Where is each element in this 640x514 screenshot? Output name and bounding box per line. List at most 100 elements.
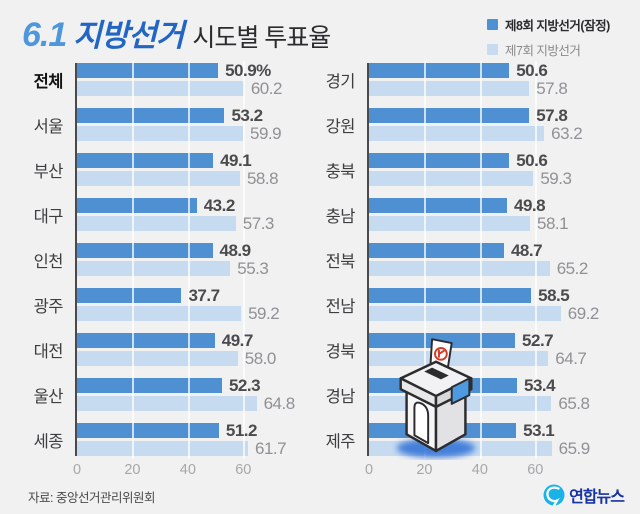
value-label-current: 53.4 <box>523 376 556 395</box>
value-label-previous: 61.7 <box>254 439 287 458</box>
category-label: 경남 <box>325 387 356 406</box>
value-label-current: 49.7 <box>221 331 254 350</box>
value-label-current: 57.8 <box>536 106 568 125</box>
axis-tick-label: 60 <box>527 462 544 478</box>
category-label: 서울 <box>33 117 64 136</box>
value-label-previous: 58.0 <box>244 349 277 368</box>
category-label: 경북 <box>325 342 356 361</box>
bar-previous-election <box>77 441 248 456</box>
category-label: 울산 <box>33 387 64 406</box>
right-chart-panel: 경기 강원 충북 충남 전북 전남 경북 경남 제주 50.6 57.8 57.8 63.2 50.6 5… <box>312 61 599 478</box>
bar-previous-election <box>369 216 531 231</box>
logo-wordmark: 연합뉴스 <box>569 489 625 506</box>
value-label-current: 37.7 <box>188 286 220 305</box>
value-label-current: 51.2 <box>225 421 258 440</box>
axis-tick-label: 20 <box>416 462 433 478</box>
title-subtitle: 시도별 투표율 <box>192 24 331 52</box>
left-chart-panel: 전체 서울 부산 대구 인천 광주 대전 울산 세종 50.9% 60.2 53.2 59.9 49.1… <box>20 61 295 478</box>
x-axis-ticks: 0 20 40 60 <box>73 462 271 480</box>
chart-area: 50.6 57.8 57.8 63.2 50.6 59.3 49.8 58.1 48.7 65.2… <box>365 61 599 478</box>
value-label-current: 49.1 <box>220 151 252 170</box>
bar-current-election <box>77 63 219 78</box>
value-label-previous: 64.7 <box>555 349 587 368</box>
value-label-previous: 64.8 <box>263 394 296 413</box>
bar-previous-election <box>369 351 549 366</box>
yonhap-logo-icon <box>543 484 565 506</box>
chart-row: 48.9 55.3 <box>77 241 271 277</box>
bar-previous-election <box>77 351 238 366</box>
value-label-current: 48.9 <box>219 241 252 260</box>
bar-previous-election <box>77 396 257 411</box>
category-label: 전남 <box>325 297 356 316</box>
legend: 제8회 지방선거(잠정) 제7회 지방선거 <box>487 15 610 59</box>
value-label-previous: 65.8 <box>558 394 590 413</box>
category-label: 전체 <box>33 72 64 91</box>
value-label-previous: 59.3 <box>540 169 572 188</box>
title-election-date: 6.1 <box>22 16 67 54</box>
value-label-current: 43.2 <box>203 196 236 215</box>
value-label-current: 48.7 <box>510 241 543 260</box>
chart-area: 50.9% 60.2 53.2 59.9 49.1 58.8 43.2 57.3 48.9 55.… <box>73 61 295 478</box>
chart-row: 50.9% 60.2 <box>77 61 282 97</box>
value-label-previous: 65.9 <box>558 439 591 458</box>
bar-previous-election <box>77 306 242 321</box>
axis-tick-label: 20 <box>124 462 141 478</box>
bar-current-election <box>369 288 532 303</box>
axis-tick-label: 0 <box>364 462 374 478</box>
value-label-previous: 59.9 <box>250 124 282 143</box>
legend-item: 제8회 지방선거(잠정) <box>487 15 610 34</box>
value-label-previous: 57.3 <box>242 214 275 233</box>
chart-row: 49.7 58.0 <box>77 331 276 367</box>
bar-current-election <box>77 153 214 168</box>
data-source-note: 자료: 중앙선거관리위원회 <box>28 491 155 505</box>
value-label-current: 49.8 <box>514 196 546 215</box>
value-label-previous: 63.2 <box>551 124 583 143</box>
category-label: 세종 <box>33 432 64 451</box>
bar-previous-election <box>369 126 545 141</box>
category-label: 인천 <box>33 252 64 271</box>
value-label-current: 53.1 <box>523 421 555 440</box>
axis-tick-label: 60 <box>235 462 252 478</box>
bar-previous-election <box>369 261 550 276</box>
bar-current-election <box>77 243 213 258</box>
bar-current-election <box>77 333 215 348</box>
chart-row: 43.2 57.3 <box>77 196 275 233</box>
bar-previous-election <box>77 126 243 141</box>
bar-previous-election <box>77 261 231 276</box>
chart-row: 37.7 59.2 <box>77 286 280 322</box>
value-label-current: 52.7 <box>522 331 554 350</box>
bar-current-election <box>77 108 225 123</box>
bar-current-election <box>369 153 510 168</box>
page-title: 6.1 지방선거 시도별 투표율 <box>22 10 331 55</box>
bar-rows: 50.9% 60.2 53.2 59.9 49.1 58.8 43.2 57.3 48.9 55.… <box>77 61 295 457</box>
axis-tick-label: 40 <box>471 462 488 478</box>
category-label-column: 전체 서울 부산 대구 인천 광주 대전 울산 세종 <box>20 63 64 456</box>
bar-current-election <box>369 108 530 123</box>
bar-current-election <box>369 63 510 78</box>
category-label: 광주 <box>33 297 64 316</box>
value-label-current: 50.9% <box>225 61 271 80</box>
value-label-previous: 58.1 <box>537 214 569 233</box>
value-label-current: 58.5 <box>538 286 570 305</box>
legend-item: 제7회 지방선거 <box>487 40 610 59</box>
category-label: 대구 <box>33 207 64 226</box>
bar-previous-election <box>369 81 530 96</box>
ballot-box-illustration <box>396 338 476 458</box>
axis-tick-label: 0 <box>72 462 82 478</box>
bar-previous-election <box>77 216 236 231</box>
value-label-current: 52.3 <box>228 376 261 395</box>
bar-current-election <box>369 243 504 258</box>
value-label-current: 53.2 <box>231 106 263 125</box>
legend-label: 제8회 지방선거(잠정) <box>505 19 610 33</box>
chart-row: 48.7 65.2 <box>369 241 588 277</box>
chart-row: 58.5 69.2 <box>369 287 599 322</box>
chart-row: 49.8 58.1 <box>369 196 569 232</box>
value-label-previous: 59.2 <box>248 304 280 323</box>
chart-row: 50.6 59.3 <box>369 152 572 187</box>
category-label: 제주 <box>325 432 356 451</box>
category-label: 전북 <box>325 252 356 271</box>
news-agency-logo: 연합뉴스 <box>543 483 625 507</box>
chart-row: 52.3 64.8 <box>77 376 295 412</box>
bar-previous-election <box>77 171 240 186</box>
value-label-previous: 65.2 <box>556 259 589 278</box>
